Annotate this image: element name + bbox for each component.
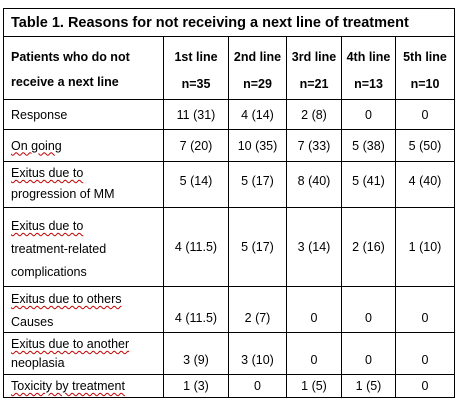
- cell-value: 0: [421, 311, 429, 325]
- header-col-4th-line: 4th line n=13: [342, 37, 396, 99]
- row-label: Toxicity by treatment: [4, 375, 164, 397]
- row-label-line: Exitus due to another: [11, 337, 130, 351]
- cell-value: 0: [342, 100, 396, 129]
- cell-value: 3 (14): [287, 208, 342, 286]
- table-row: On going 7 (20) 10 (35) 7 (33) 5 (38) 5 …: [4, 130, 454, 162]
- header-col-n: n=13: [354, 77, 383, 91]
- cell-value: 0: [421, 107, 429, 122]
- row-label-line: neoplasia: [11, 356, 65, 370]
- table-header-row: Patients who do not receive a next line …: [4, 37, 454, 100]
- row-label-line: Causes: [11, 315, 54, 329]
- table-title: Table 1. Reasons for not receiving a nex…: [4, 9, 454, 37]
- cell-value: 1 (5): [287, 375, 342, 397]
- header-label-line-1: Patients who do not: [11, 50, 130, 64]
- cell-value: 7 (33): [287, 130, 342, 161]
- cell-value: 2 (8): [287, 100, 342, 129]
- header-col-n: n=29: [243, 77, 272, 91]
- cell-value: 11 (31): [164, 100, 229, 129]
- cell-value: 0: [229, 375, 287, 397]
- cell-value: 5 (38): [342, 130, 396, 161]
- row-label-line: Exitus due to: [11, 166, 84, 180]
- table-row: Toxicity by treatment 1 (3) 0 1 (5) 1 (5…: [4, 375, 454, 397]
- table-document: Table 1. Reasons for not receiving a nex…: [3, 8, 455, 398]
- cell-value: 5 (17): [229, 162, 287, 207]
- row-label: Exitus due to progression of MM: [4, 162, 164, 207]
- cell-value: 4 (11.5): [164, 208, 229, 286]
- header-col-n: n=21: [299, 77, 329, 91]
- cell-value: 0: [421, 379, 429, 393]
- table-row: Exitus due to progression of MM 5 (14) 5…: [4, 162, 454, 208]
- table-row: Response 11 (31) 4 (14) 2 (8) 0 0: [4, 100, 454, 130]
- row-label-text: On going: [11, 138, 62, 153]
- cell-value: 0: [287, 287, 342, 332]
- row-label: Exitus due to another neoplasia: [4, 333, 164, 374]
- cell-value: 0: [421, 353, 429, 367]
- row-label-line: treatment-related: [11, 242, 107, 256]
- cell-value: 4 (14): [229, 100, 287, 129]
- table-row: Exitus due to another neoplasia 3 (9) 3 …: [4, 333, 454, 375]
- table-row: Exitus due to treatment-related complica…: [4, 208, 454, 287]
- table-row: Exitus due to others Causes 4 (11.5) 2 (…: [4, 287, 454, 333]
- cell-value: 2 (7): [229, 287, 287, 332]
- header-col-n: n=10: [410, 77, 440, 91]
- header-label-cell: Patients who do not receive a next line: [4, 37, 164, 99]
- header-label-line-2: receive a next line: [11, 75, 119, 89]
- header-col-line-label: 4th line: [346, 50, 391, 64]
- cell-value: 8 (40): [287, 162, 342, 207]
- row-label-text: Toxicity by treatment: [11, 379, 125, 393]
- header-col-2nd-line: 2nd line n=29: [229, 37, 287, 99]
- header-col-5th-line: 5th line n=10: [396, 37, 454, 99]
- cell-value: 0: [342, 333, 396, 374]
- cell-value: 5 (14): [164, 162, 229, 207]
- header-col-line-label: 2nd line: [233, 50, 282, 64]
- cell-value: 5 (50): [408, 138, 442, 153]
- cell-value: 2 (16): [342, 208, 396, 286]
- cell-value: 0: [342, 287, 396, 332]
- cell-value: 3 (10): [229, 333, 287, 374]
- cell-value: 7 (20): [164, 130, 229, 161]
- row-label-text: Response: [11, 107, 68, 122]
- cell-value: 1 (3): [164, 375, 229, 397]
- cell-value: 4 (11.5): [164, 287, 229, 332]
- header-col-1st-line: 1st line n=35: [164, 37, 229, 99]
- cell-value: 5 (41): [342, 162, 396, 207]
- row-label: Exitus due to others Causes: [4, 287, 164, 332]
- row-label: Response: [4, 100, 164, 129]
- cell-value: 1 (5): [342, 375, 396, 397]
- row-label: On going: [4, 130, 164, 161]
- cell-value: 10 (35): [229, 130, 287, 161]
- row-label-line: Exitus due to others: [11, 292, 122, 306]
- row-label-line: Exitus due to: [11, 219, 84, 233]
- cell-value: 1 (10): [408, 240, 442, 254]
- cell-value: 4 (40): [408, 174, 442, 188]
- header-col-line-label: 5th line: [403, 50, 447, 64]
- header-col-n: n=35: [181, 77, 211, 91]
- header-col-3rd-line: 3rd line n=21: [287, 37, 342, 99]
- row-label-line: progression of MM: [11, 187, 115, 201]
- cell-value: 3 (9): [164, 333, 229, 374]
- row-label: Exitus due to treatment-related complica…: [4, 208, 164, 286]
- cell-value: 5 (17): [229, 208, 287, 286]
- header-col-line-label: 1st line: [174, 50, 218, 64]
- cell-value: 0: [287, 333, 342, 374]
- row-label-line: complications: [11, 265, 87, 279]
- header-col-line-label: 3rd line: [291, 50, 337, 64]
